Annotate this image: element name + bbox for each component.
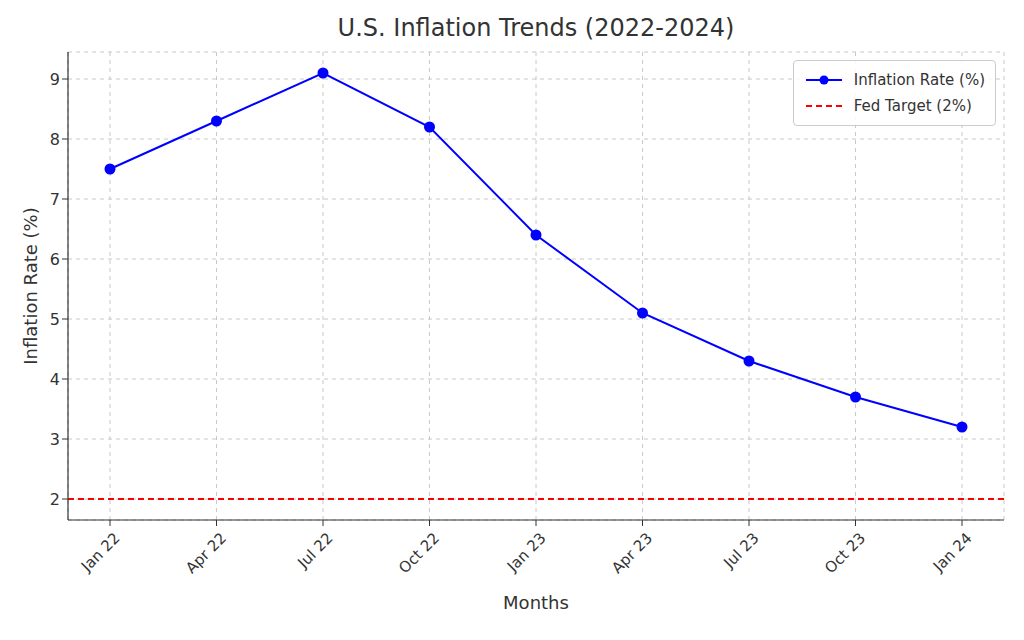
svg-text:Apr 23: Apr 23 xyxy=(608,529,656,577)
svg-text:8: 8 xyxy=(50,130,60,149)
svg-text:2: 2 xyxy=(50,490,60,509)
svg-text:9: 9 xyxy=(50,70,60,89)
svg-text:Jan 22: Jan 22 xyxy=(77,529,124,576)
svg-text:5: 5 xyxy=(50,310,60,329)
svg-text:6: 6 xyxy=(50,250,60,269)
svg-text:7: 7 xyxy=(50,190,60,209)
html-text:Fed Target (2%): Fed Target (2%) xyxy=(853,97,972,115)
svg-text:3: 3 xyxy=(50,430,60,449)
svg-text:Oct 22: Oct 22 xyxy=(395,529,443,577)
svg-text:4: 4 xyxy=(50,370,60,389)
html-text:Inflation Rate (%): Inflation Rate (%) xyxy=(853,71,985,89)
html-text:Months: Months xyxy=(503,592,569,613)
html-text:Inflation Rate (%): Inflation Rate (%) xyxy=(19,207,41,365)
svg-text:Jan 24: Jan 24 xyxy=(929,529,976,576)
svg-text:Apr 22: Apr 22 xyxy=(182,529,230,577)
html-text:U.S. Inflation Trends (2022-20: U.S. Inflation Trends (2022-2024) xyxy=(337,14,735,42)
svg-text:Oct 23: Oct 23 xyxy=(821,529,869,577)
svg-text:Jul 23: Jul 23 xyxy=(719,529,762,572)
svg-text:Jan 23: Jan 23 xyxy=(503,529,550,576)
svg-text:Jul 22: Jul 22 xyxy=(293,529,336,572)
